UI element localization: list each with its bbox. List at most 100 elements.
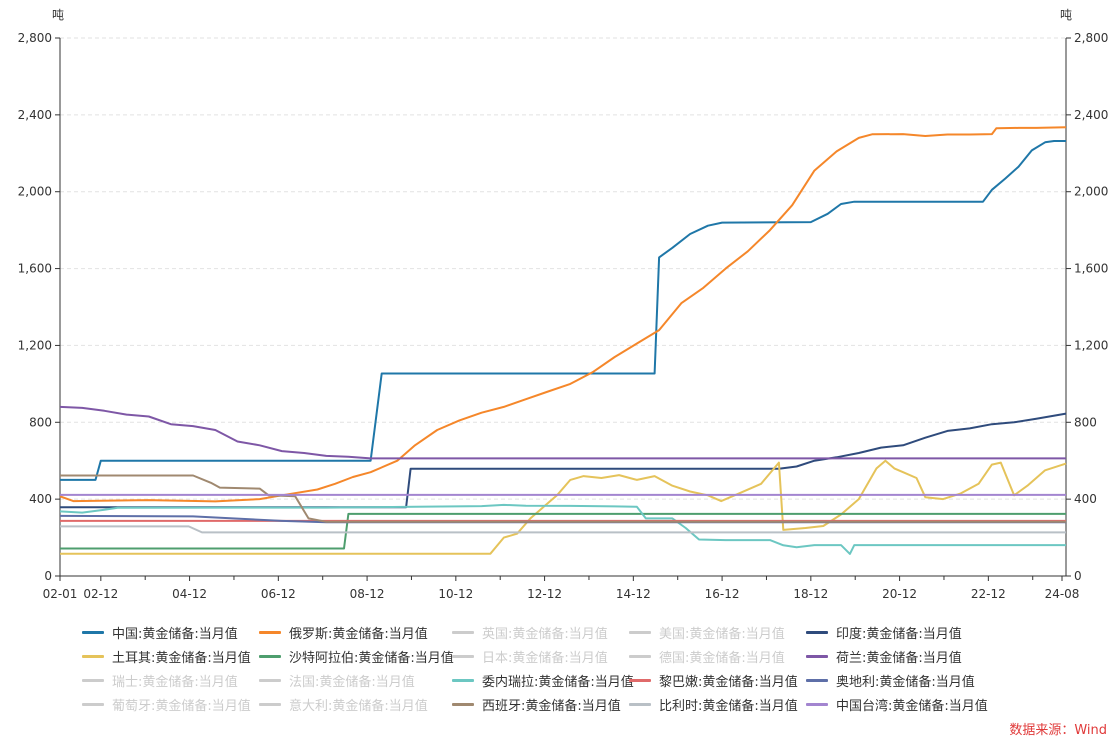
y-tick-label-right: 2,400 [1074, 108, 1108, 122]
legend-swatch [82, 654, 104, 658]
legend-label: 沙特阿拉伯:黄金储备:当月值 [289, 650, 454, 666]
series-line-17 [60, 474, 1066, 523]
series-line-12 [59, 503, 1066, 555]
y-tick-label-right: 800 [1074, 415, 1097, 429]
chart-legend: 中国:黄金储备:当月值 俄罗斯:黄金储备:当月值 英国:黄金储备:当月值 美国:黄金储… [0, 622, 1117, 722]
legend-swatch [806, 654, 828, 658]
legend-label: 英国:黄金储备:当月值 [482, 626, 608, 642]
legend-label: 葡萄牙:黄金储备:当月值 [112, 698, 251, 714]
x-tick-label: 20-12 [882, 587, 917, 600]
legend-item[interactable]: 日本:黄金储备:当月值 [452, 646, 608, 666]
y-tick-label-right: 0 [1074, 569, 1082, 583]
y-tick-label-left: 2,800 [18, 31, 52, 45]
legend-swatch [452, 654, 474, 658]
legend-swatch [259, 702, 281, 706]
legend-label: 日本:黄金储备:当月值 [482, 650, 608, 666]
legend-item[interactable]: 意大利:黄金储备:当月值 [259, 694, 428, 714]
legend-label: 德国:黄金储备:当月值 [659, 650, 785, 666]
series-line-0 [60, 140, 1066, 481]
legend-swatch [806, 678, 828, 682]
y-tick-label-left: 2,000 [18, 185, 52, 199]
legend-swatch [259, 654, 281, 658]
legend-item[interactable]: 中国台湾:黄金储备:当月值 [806, 694, 988, 714]
y-tick-label-left: 800 [29, 415, 52, 429]
x-tick-label: 06-12 [261, 587, 296, 600]
y-tick-label-right: 2,000 [1074, 185, 1108, 199]
x-tick-label: 02-12 [83, 587, 118, 600]
legend-swatch [82, 678, 104, 682]
x-tick-label: 04-12 [172, 587, 207, 600]
legend-item[interactable]: 委内瑞拉:黄金储备:当月值 [452, 670, 634, 690]
legend-label: 俄罗斯:黄金储备:当月值 [289, 626, 428, 642]
legend-item[interactable]: 印度:黄金储备:当月值 [806, 622, 962, 642]
legend-label: 瑞士:黄金储备:当月值 [112, 674, 238, 690]
y-tick-label-left: 0 [44, 569, 52, 583]
legend-swatch [452, 630, 474, 634]
y-tick-label-right: 1,600 [1074, 262, 1108, 276]
legend-item[interactable]: 英国:黄金储备:当月值 [452, 622, 608, 642]
y-tick-label-right: 2,800 [1074, 31, 1108, 45]
legend-item[interactable]: 美国:黄金储备:当月值 [629, 622, 785, 642]
x-tick-label: 16-12 [705, 587, 740, 600]
y-tick-label-left: 400 [29, 492, 52, 506]
legend-item[interactable]: 俄罗斯:黄金储备:当月值 [259, 622, 428, 642]
legend-item[interactable]: 荷兰:黄金储备:当月值 [806, 646, 962, 666]
gold-reserve-line-chart: 0 0 400 400 800 800 1,200 1,200 1,600 1,600 2,000 2… [18, 31, 1109, 600]
legend-item[interactable]: 奥地利:黄金储备:当月值 [806, 670, 975, 690]
legend-swatch [259, 678, 281, 682]
legend-label: 委内瑞拉:黄金储备:当月值 [482, 674, 634, 690]
legend-label: 土耳其:黄金储备:当月值 [112, 650, 251, 666]
series-line-9 [59, 405, 1066, 460]
y-tick-label-left: 1,600 [18, 262, 52, 276]
legend-label: 中国:黄金储备:当月值 [112, 626, 238, 642]
y-axis-unit-right: 吨 [1060, 8, 1073, 22]
legend-label: 法国:黄金储备:当月值 [289, 674, 415, 690]
legend-swatch [806, 630, 828, 634]
y-tick-label-right: 1,200 [1074, 338, 1108, 352]
legend-label: 荷兰:黄金储备:当月值 [836, 650, 962, 666]
x-tick-label: 24-08 [1045, 587, 1080, 600]
series-line-5 [60, 459, 1067, 555]
legend-label: 印度:黄金储备:当月值 [836, 626, 962, 642]
x-tick-label: 08-12 [350, 587, 385, 600]
y-tick-label-left: 2,400 [18, 108, 52, 122]
data-source-note: 数据来源：Wind [1009, 723, 1107, 738]
legend-swatch [82, 702, 104, 706]
legend-swatch [452, 678, 474, 682]
legend-label: 比利时:黄金储备:当月值 [659, 698, 798, 714]
legend-item[interactable]: 沙特阿拉伯:黄金储备:当月值 [259, 646, 454, 666]
legend-item[interactable]: 瑞士:黄金储备:当月值 [82, 670, 238, 690]
legend-swatch [629, 678, 651, 682]
legend-item[interactable]: 黎巴嫩:黄金储备:当月值 [629, 670, 798, 690]
x-tick-label: 10-12 [438, 587, 473, 600]
legend-item[interactable]: 法国:黄金储备:当月值 [259, 670, 415, 690]
y-tick-label-right: 400 [1074, 492, 1097, 506]
legend-item[interactable]: 土耳其:黄金储备:当月值 [82, 646, 251, 666]
legend-swatch [82, 630, 104, 634]
x-tick-label: 12-12 [527, 587, 562, 600]
legend-label: 奥地利:黄金储备:当月值 [836, 674, 975, 690]
y-axis-unit-left: 吨 [52, 8, 65, 22]
legend-swatch [806, 702, 828, 706]
x-tick-label: 18-12 [793, 587, 828, 600]
legend-item[interactable]: 中国:黄金储备:当月值 [82, 622, 238, 642]
tick-labels: 0 0 400 400 800 800 1,200 1,200 1,600 1,600 2,000 2… [18, 31, 1109, 600]
legend-label: 美国:黄金储备:当月值 [659, 626, 785, 642]
x-tick-label: 02-01 [43, 587, 78, 600]
series-line-1 [59, 126, 1067, 503]
legend-item[interactable]: 葡萄牙:黄金储备:当月值 [82, 694, 251, 714]
legend-label: 中国台湾:黄金储备:当月值 [836, 698, 988, 714]
legend-swatch [629, 702, 651, 706]
legend-label: 意大利:黄金储备:当月值 [289, 698, 428, 714]
x-tick-label: 22-12 [971, 587, 1006, 600]
legend-label: 黎巴嫩:黄金储备:当月值 [659, 674, 798, 690]
y-tick-label-left: 1,200 [18, 338, 52, 352]
legend-swatch [452, 702, 474, 706]
legend-item[interactable]: 德国:黄金储备:当月值 [629, 646, 785, 666]
x-tick-label: 14-12 [616, 587, 651, 600]
legend-item[interactable]: 比利时:黄金储备:当月值 [629, 694, 798, 714]
series-line-18 [60, 525, 1066, 534]
legend-swatch [629, 654, 651, 658]
series-layer [59, 126, 1067, 555]
legend-item[interactable]: 西班牙:黄金储备:当月值 [452, 694, 621, 714]
